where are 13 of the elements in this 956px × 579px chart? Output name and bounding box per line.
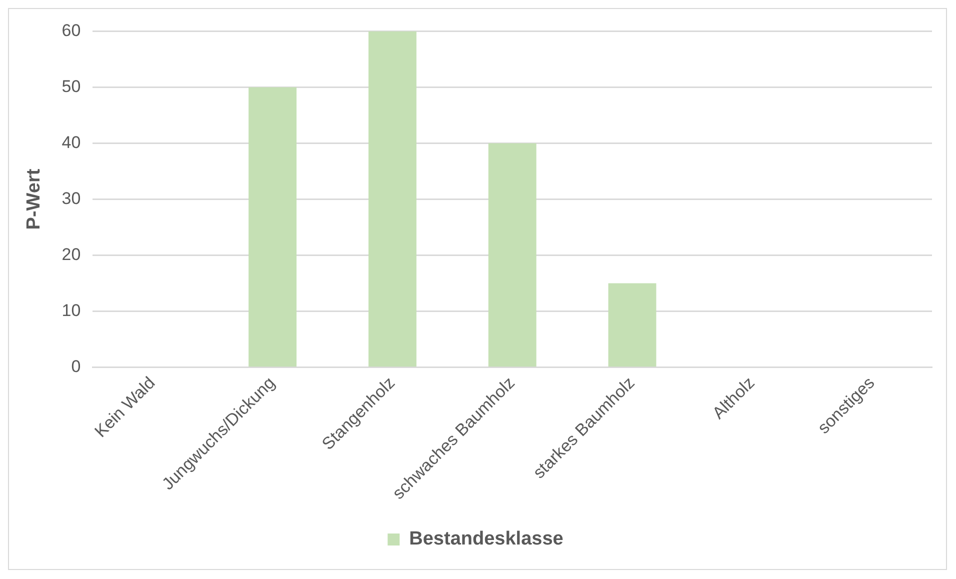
y-tick-label: 20 [62, 244, 81, 264]
y-tick-label: 50 [62, 76, 81, 96]
y-axis-title: P-Wert [24, 168, 45, 230]
bar [608, 283, 656, 367]
legend-label: Bestandesklasse [409, 528, 564, 550]
y-tick-label: 60 [62, 20, 81, 40]
bar [248, 87, 297, 367]
y-tick-label: 40 [62, 132, 81, 152]
y-tick-label: 10 [62, 300, 81, 320]
y-tick-label: 30 [62, 188, 81, 208]
bar [368, 31, 416, 367]
bar [488, 143, 536, 367]
y-tick-label: 0 [71, 357, 81, 376]
